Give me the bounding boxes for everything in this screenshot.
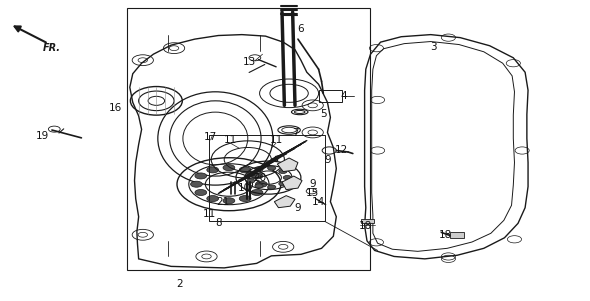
Circle shape — [251, 173, 263, 179]
Bar — [361, 219, 374, 223]
Text: 4: 4 — [340, 91, 347, 101]
Circle shape — [195, 190, 206, 196]
Circle shape — [240, 196, 251, 202]
Text: 7: 7 — [291, 128, 299, 138]
Text: 3: 3 — [430, 42, 437, 52]
Text: 11: 11 — [224, 135, 237, 145]
Bar — [450, 232, 464, 238]
Circle shape — [223, 198, 235, 204]
Circle shape — [255, 167, 263, 171]
Text: 8: 8 — [215, 218, 222, 228]
Text: FR.: FR. — [42, 43, 61, 53]
Text: 11: 11 — [203, 209, 216, 219]
Text: 20: 20 — [253, 173, 266, 183]
Text: 2: 2 — [176, 279, 183, 290]
Circle shape — [283, 175, 291, 180]
Text: 5: 5 — [320, 109, 327, 119]
Text: 10: 10 — [238, 183, 251, 193]
Circle shape — [268, 166, 276, 170]
Text: 16: 16 — [109, 103, 122, 113]
Circle shape — [279, 182, 287, 186]
Text: 19: 19 — [36, 131, 49, 141]
Circle shape — [191, 181, 202, 187]
Text: 21: 21 — [217, 197, 230, 207]
Polygon shape — [274, 196, 295, 208]
Text: 18: 18 — [359, 221, 372, 231]
Circle shape — [255, 181, 267, 187]
Text: 9: 9 — [294, 203, 301, 213]
Circle shape — [240, 167, 251, 173]
Circle shape — [223, 165, 235, 171]
Text: 6: 6 — [297, 23, 304, 34]
Text: 13: 13 — [242, 57, 255, 67]
Text: 9: 9 — [324, 155, 331, 165]
Bar — [209, 135, 324, 221]
Circle shape — [251, 190, 263, 196]
Bar — [127, 8, 370, 270]
Circle shape — [207, 167, 219, 173]
Circle shape — [255, 184, 263, 188]
Text: 12: 12 — [335, 145, 348, 155]
Polygon shape — [282, 176, 302, 190]
Circle shape — [247, 179, 255, 183]
Text: 17: 17 — [204, 132, 217, 142]
Circle shape — [195, 173, 206, 179]
Text: 14: 14 — [312, 197, 325, 207]
Text: 15: 15 — [306, 188, 319, 198]
Circle shape — [206, 196, 218, 202]
Polygon shape — [277, 158, 298, 172]
Text: 11: 11 — [270, 135, 283, 145]
Circle shape — [247, 172, 255, 176]
Text: 9: 9 — [309, 179, 316, 189]
Circle shape — [268, 185, 276, 189]
Circle shape — [279, 169, 287, 173]
Text: 18: 18 — [439, 230, 452, 240]
